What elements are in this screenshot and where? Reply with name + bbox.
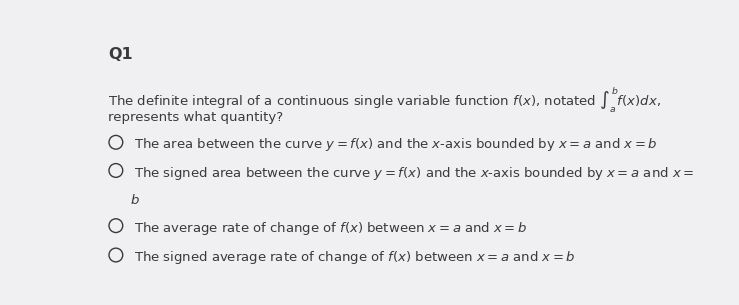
Text: The average rate of change of $f(x)$ between $x = a$ and $x = b$: The average rate of change of $f(x)$ bet…: [134, 220, 528, 237]
Text: The signed average rate of change of $f(x)$ between $x = a$ and $x = b$: The signed average rate of change of $f(…: [134, 249, 576, 266]
Text: The signed area between the curve $y = f(x)$ and the $x$-axis bounded by $x = a$: The signed area between the curve $y = f…: [134, 165, 694, 181]
Text: The definite integral of a continuous single variable function $f(x)$, notated $: The definite integral of a continuous si…: [109, 85, 661, 114]
Text: The area between the curve $y = f(x)$ and the $x$-axis bounded by $x = a$ and $x: The area between the curve $y = f(x)$ an…: [134, 136, 658, 153]
Text: represents what quantity?: represents what quantity?: [109, 111, 284, 124]
Text: $b$: $b$: [129, 193, 140, 207]
Text: Q1: Q1: [109, 47, 133, 62]
